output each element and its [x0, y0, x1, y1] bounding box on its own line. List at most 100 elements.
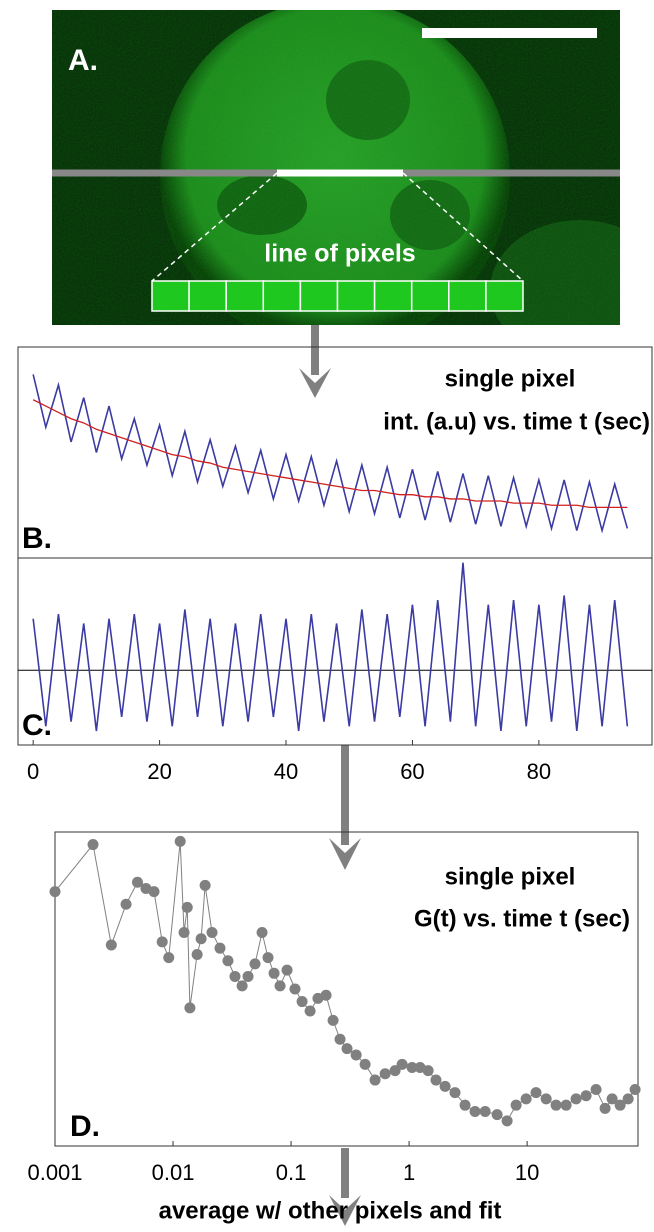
pixel	[448, 280, 487, 312]
pixel	[336, 280, 376, 312]
panel-label: D.	[70, 1110, 100, 1143]
pixel	[373, 280, 413, 312]
point	[131, 876, 143, 888]
point	[236, 980, 248, 992]
panel-label: B.	[22, 522, 52, 555]
pixel	[485, 280, 524, 312]
point	[249, 958, 261, 970]
pixel	[262, 280, 302, 312]
point	[540, 1093, 552, 1105]
trace	[32, 399, 628, 509]
point	[469, 1105, 481, 1117]
point	[49, 886, 61, 898]
point	[222, 955, 234, 967]
point	[206, 926, 218, 938]
point	[184, 1002, 196, 1014]
point	[590, 1083, 602, 1095]
x-tick-label: 1	[403, 1160, 415, 1185]
point	[599, 1102, 611, 1114]
pixel	[299, 280, 339, 312]
pixel	[410, 280, 450, 312]
point	[449, 1087, 461, 1099]
point	[369, 1074, 381, 1086]
point	[327, 1014, 339, 1026]
point	[195, 933, 207, 945]
point	[430, 1074, 442, 1086]
point	[614, 1099, 626, 1111]
panel-label: A.	[68, 44, 98, 77]
x-tick-label: 0	[27, 759, 39, 784]
point	[560, 1099, 572, 1111]
point	[459, 1099, 471, 1111]
point	[289, 983, 301, 995]
point	[530, 1087, 542, 1099]
point	[296, 996, 308, 1008]
point	[281, 964, 293, 976]
pixel	[151, 280, 190, 312]
point	[350, 1049, 362, 1061]
point	[178, 926, 190, 938]
point	[359, 1058, 371, 1070]
point	[396, 1058, 408, 1070]
x-tick-label: 60	[400, 759, 424, 784]
pixel	[188, 280, 227, 312]
panel-label: C.	[22, 709, 52, 742]
pixel-row	[151, 280, 524, 312]
point	[389, 1065, 401, 1077]
point	[229, 970, 241, 982]
point	[406, 1062, 418, 1073]
point	[256, 926, 268, 938]
point	[379, 1068, 391, 1080]
point	[629, 1083, 641, 1095]
point	[242, 970, 254, 982]
scale-bar	[422, 28, 597, 38]
point	[174, 835, 186, 847]
point	[550, 1099, 562, 1111]
point	[120, 898, 132, 910]
point	[268, 967, 280, 979]
trace	[32, 562, 629, 732]
annotation: single pixel	[445, 365, 576, 392]
point	[87, 839, 99, 851]
point	[320, 989, 332, 1001]
zoom-line	[151, 172, 278, 282]
caption: line of pixels	[264, 240, 415, 268]
x-tick-label: 0.01	[152, 1160, 195, 1185]
annotation: G(t) vs. time t (sec)	[414, 905, 630, 932]
plot-frame	[17, 557, 653, 746]
point	[304, 1005, 316, 1017]
arrows	[299, 325, 361, 1226]
point	[491, 1109, 503, 1121]
annotation: single pixel	[445, 863, 576, 890]
x-tick-label: 0.001	[27, 1160, 82, 1185]
point	[156, 936, 168, 948]
point	[148, 886, 160, 898]
point	[262, 952, 274, 964]
point	[501, 1115, 513, 1127]
point	[199, 879, 211, 891]
plot-frame	[54, 831, 639, 1147]
point	[510, 1099, 522, 1111]
point	[479, 1105, 491, 1117]
point	[520, 1093, 532, 1105]
x-tick-label: 0.1	[276, 1160, 307, 1185]
footer: average w/ other pixels and fit	[159, 1197, 502, 1224]
x-tick-label: 80	[527, 759, 551, 784]
annotation: int. (a.u) vs. time t (sec)	[383, 408, 650, 435]
point	[570, 1093, 582, 1105]
point	[105, 939, 117, 951]
point	[422, 1065, 434, 1077]
point	[341, 1043, 353, 1055]
x-tick-label: 20	[147, 759, 171, 784]
point	[606, 1093, 618, 1105]
point	[622, 1093, 634, 1105]
point	[334, 1033, 346, 1045]
point	[163, 952, 175, 964]
x-tick-label: 10	[515, 1160, 539, 1185]
point	[191, 948, 203, 960]
point	[274, 980, 286, 992]
micrograph	[52, 10, 620, 325]
trace	[32, 374, 629, 534]
pixel	[225, 280, 265, 312]
